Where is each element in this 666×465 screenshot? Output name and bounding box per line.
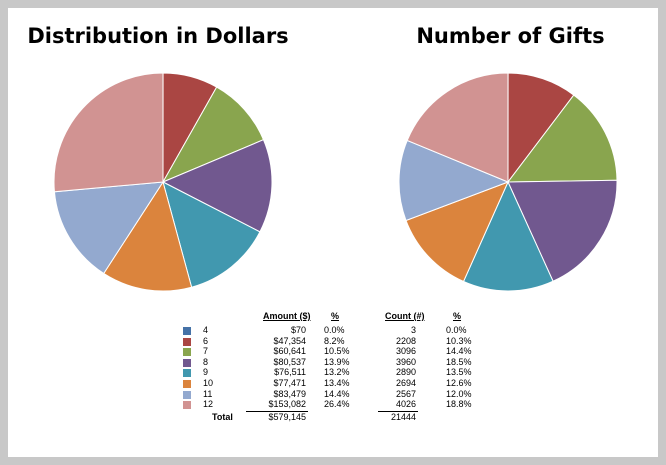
- total-amount: $579,145: [268, 411, 306, 422]
- legend-swatch: [183, 390, 191, 399]
- row-amount: $153,082: [268, 399, 306, 410]
- header-count: Count (#): [385, 311, 425, 321]
- row-label: 4: [203, 325, 209, 335]
- header-amount-pct: %: [331, 311, 340, 321]
- row-amount-pct: 13.2%: [324, 367, 350, 378]
- row-count-pct: 13.5%: [446, 367, 472, 378]
- row-amount: $70: [290, 325, 306, 335]
- row-count: 2890: [395, 367, 416, 378]
- header-amount: Amount ($): [263, 311, 311, 321]
- row-amount-pct: 26.4%: [324, 399, 350, 410]
- dollars-slice-9: [162, 181, 261, 288]
- row-count-pct: 14.4%: [446, 346, 472, 357]
- table-row: 6 $47,354 8.2% 2208 10.3%: [178, 336, 478, 347]
- legend-swatch: [183, 337, 191, 346]
- total-count: 21444: [390, 411, 416, 422]
- row-count-pct: 18.5%: [446, 356, 472, 367]
- row-count: 4026: [395, 399, 416, 410]
- row-label: 11: [203, 388, 213, 399]
- table-row: 7 $60,641 10.5% 3096 14.4%: [178, 346, 478, 357]
- row-amount-pct: 14.4%: [324, 388, 350, 399]
- table-row: 12 $153,082 26.4% 4026 18.8%: [178, 399, 478, 410]
- row-amount-pct: 13.9%: [324, 356, 350, 367]
- row-amount: $47,354: [273, 335, 306, 346]
- total-line-count: [378, 410, 418, 412]
- row-amount: $76,511: [274, 367, 306, 378]
- gifts-slice-10: [405, 181, 509, 283]
- row-count-pct: 12.6%: [446, 378, 472, 388]
- gifts-slice-7: [506, 94, 618, 183]
- row-count-pct: 12.0%: [446, 388, 472, 399]
- chart-panel: Distribution in Dollars Number of Gifts …: [8, 8, 658, 457]
- gifts-slice-9: [462, 180, 554, 292]
- row-amount-pct: 8.2%: [324, 335, 345, 346]
- row-label: 6: [203, 335, 209, 346]
- row-count: 2694: [395, 378, 416, 388]
- row-count: 2567: [395, 388, 416, 399]
- row-amount-pct: 13.4%: [324, 378, 350, 388]
- row-count-pct: 18.8%: [446, 399, 472, 410]
- row-count: 3096: [395, 346, 416, 357]
- row-label: 7: [203, 346, 209, 357]
- row-amount: $80,537: [273, 356, 306, 367]
- gifts-slice-8: [507, 179, 618, 282]
- legend-swatch: [183, 327, 191, 335]
- row-count: 2208: [395, 335, 416, 346]
- table-row: 8 $80,537 13.9% 3960 18.5%: [178, 357, 478, 368]
- legend-swatch: [183, 369, 191, 378]
- dollars-slice-12: [53, 72, 164, 193]
- row-count: 3: [410, 325, 416, 335]
- row-amount: $83,479: [273, 388, 306, 399]
- total-label: Total: [212, 411, 233, 422]
- row-count-pct: 10.3%: [446, 335, 472, 346]
- legend-swatch: [183, 380, 191, 388]
- chart-title-gifts: Number of Gifts: [416, 24, 605, 48]
- table-row: 10 $77,471 13.4% 2694 12.6%: [178, 378, 478, 389]
- table-row: 4 $70 0.0% 3 0.0%: [178, 325, 478, 336]
- row-label: 8: [203, 356, 209, 367]
- row-count: 3960: [395, 356, 416, 367]
- row-amount: $77,471: [273, 378, 306, 388]
- header-count-pct: %: [453, 311, 462, 321]
- dollars-slice-8: [161, 139, 273, 233]
- dollars-slice-10: [103, 180, 193, 292]
- row-label: 9: [203, 367, 209, 378]
- table-row: 9 $76,511 13.2% 2890 13.5%: [178, 367, 478, 378]
- pie-chart-dollars: [53, 72, 273, 292]
- gifts-slice-11: [398, 139, 510, 222]
- total-line-amount: [246, 410, 308, 412]
- table-row: 11 $83,479 14.4% 2567 12.0%: [178, 389, 478, 400]
- legend-swatch: [183, 348, 191, 357]
- row-label: 10: [203, 378, 214, 388]
- row-count-pct: 0.0%: [446, 325, 467, 335]
- chart-title-dollars: Distribution in Dollars: [27, 24, 289, 48]
- row-label: 12: [203, 399, 214, 410]
- legend-swatch: [183, 358, 191, 367]
- gifts-slice-6: [507, 72, 575, 184]
- row-amount-pct: 0.0%: [324, 325, 345, 335]
- gifts-slice-12: [406, 72, 509, 183]
- row-amount: $60,641: [273, 346, 306, 357]
- dollars-slice-7: [161, 86, 265, 184]
- table-total-row: Total $579,145 21444: [178, 412, 478, 423]
- dollars-slice-11: [53, 181, 164, 275]
- pie-chart-gifts: [398, 72, 618, 292]
- legend-swatch: [183, 401, 191, 410]
- row-amount-pct: 10.5%: [324, 346, 350, 357]
